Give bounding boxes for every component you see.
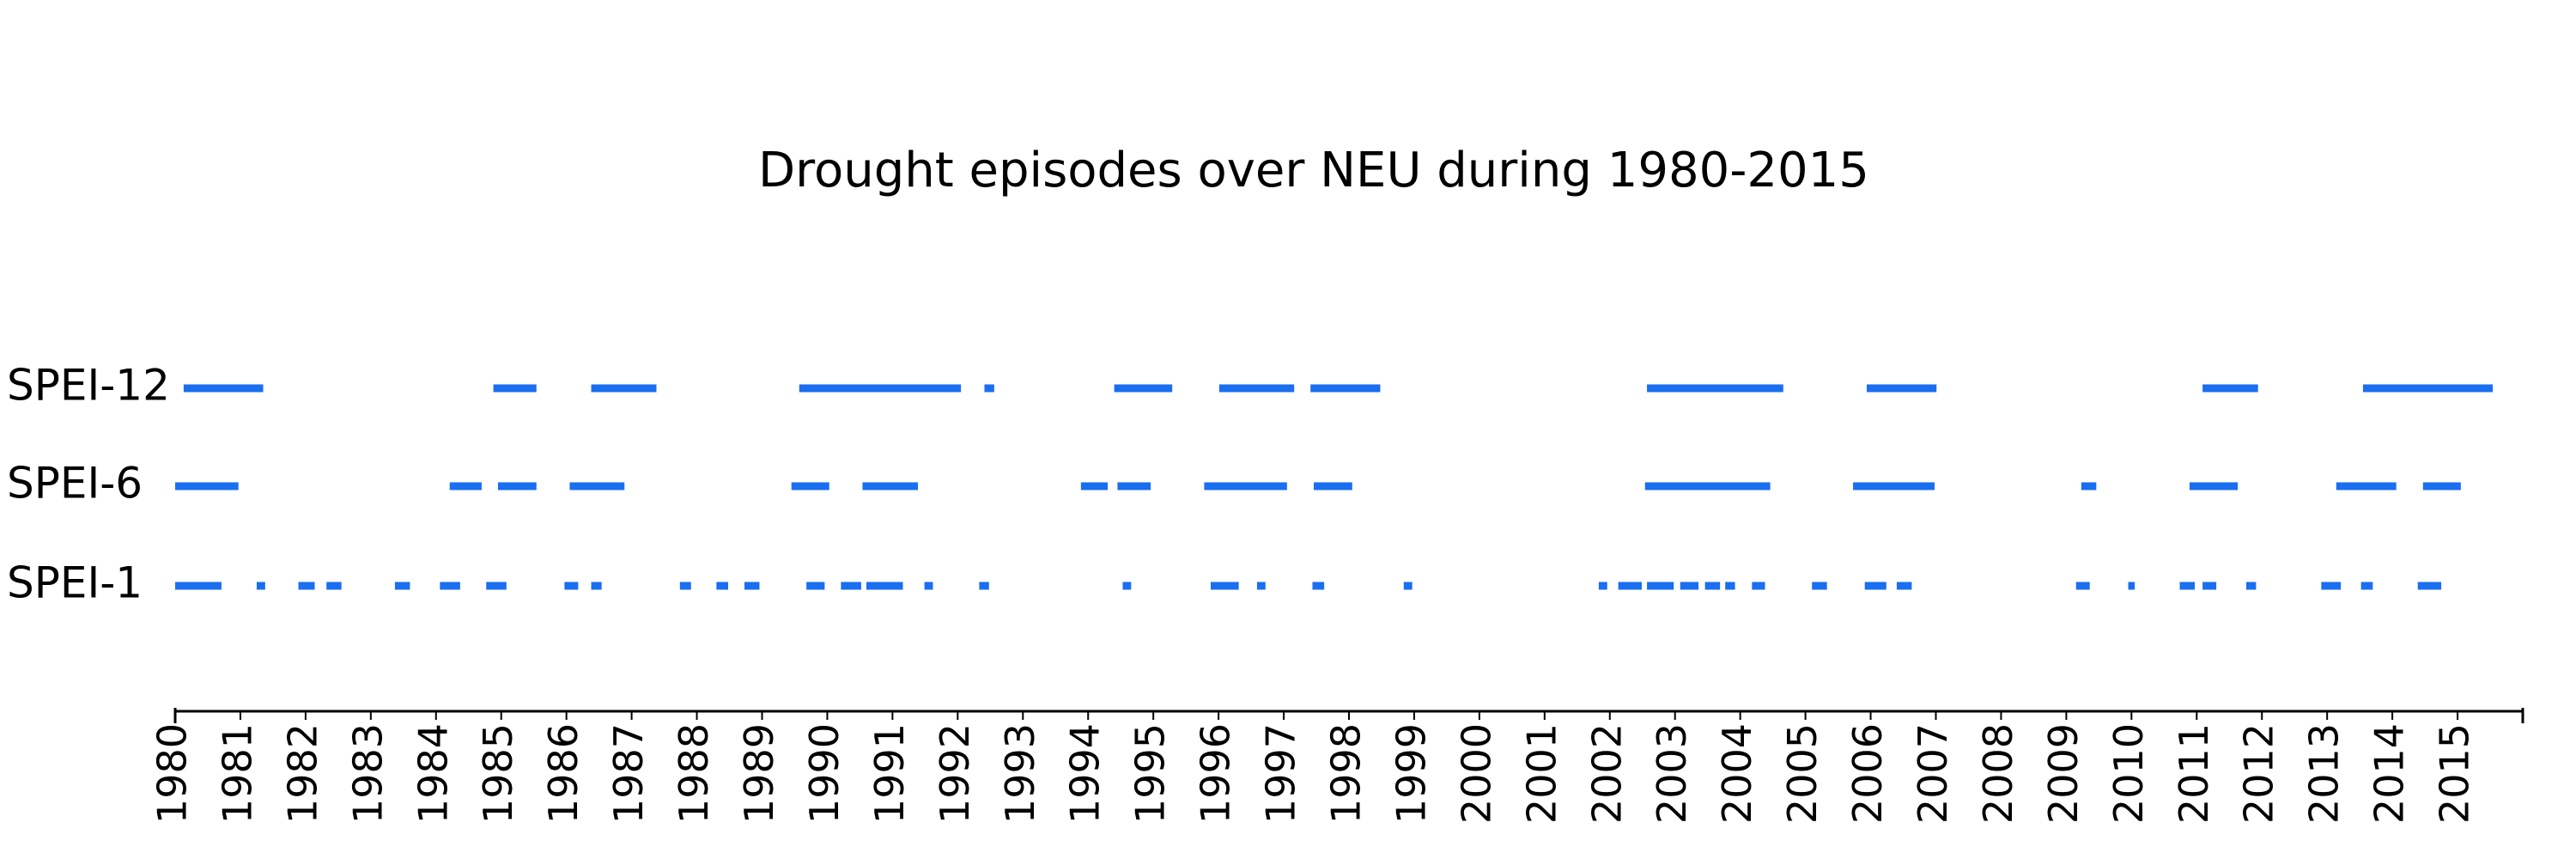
x-tick-label: 2012	[2236, 723, 2282, 824]
row-label: SPEI-12	[7, 361, 170, 411]
x-tick-label: 1980	[149, 723, 196, 824]
x-tick-label: 2015	[2432, 723, 2478, 824]
row-label: SPEI-1	[7, 558, 143, 608]
x-tick-label: 1997	[1258, 723, 1304, 824]
x-tick-label: 1989	[736, 723, 782, 824]
x-tick-label: 1987	[605, 723, 652, 824]
x-tick-label: 1994	[1062, 723, 1109, 824]
x-tick-label: 1984	[410, 723, 456, 824]
x-tick-label: 2000	[1453, 723, 1499, 824]
x-tick-label: 2010	[2105, 723, 2152, 824]
x-tick-label: 2004	[1714, 723, 1760, 824]
x-tick-label: 2005	[1779, 723, 1826, 824]
x-tick-label: 1998	[1323, 723, 1370, 824]
x-tick-label: 1986	[540, 723, 586, 824]
x-tick-label: 1995	[1127, 723, 1174, 824]
x-tick-label: 1981	[214, 723, 260, 824]
x-tick-label: 2002	[1583, 723, 1630, 824]
x-tick-label: 1993	[997, 723, 1043, 824]
x-tick-label: 1996	[1193, 723, 1239, 824]
x-tick-label: 1985	[475, 723, 521, 824]
x-tick-label: 1983	[344, 723, 391, 824]
x-tick-label: 2003	[1649, 723, 1695, 824]
x-tick-label: 1991	[866, 723, 913, 824]
x-tick-label: 1999	[1388, 723, 1434, 824]
x-tick-label: 2014	[2366, 723, 2413, 824]
x-tick-label: 2007	[1910, 723, 1956, 824]
x-tick-label: 2013	[2301, 723, 2348, 824]
row-label: SPEI-6	[7, 459, 143, 509]
x-tick-label: 1990	[801, 723, 848, 824]
x-tick-label: 1982	[279, 723, 325, 824]
x-tick-label: 2008	[1975, 723, 2021, 824]
x-tick-label: 1992	[932, 723, 978, 824]
x-tick-label: 1988	[671, 723, 717, 824]
x-tick-label: 2009	[2040, 723, 2087, 824]
x-tick-label: 2001	[1518, 723, 1564, 824]
x-tick-label: 2011	[2171, 723, 2217, 824]
chart-title: Drought episodes over NEU during 1980-20…	[758, 143, 1869, 198]
x-tick-label: 2006	[1844, 723, 1891, 824]
